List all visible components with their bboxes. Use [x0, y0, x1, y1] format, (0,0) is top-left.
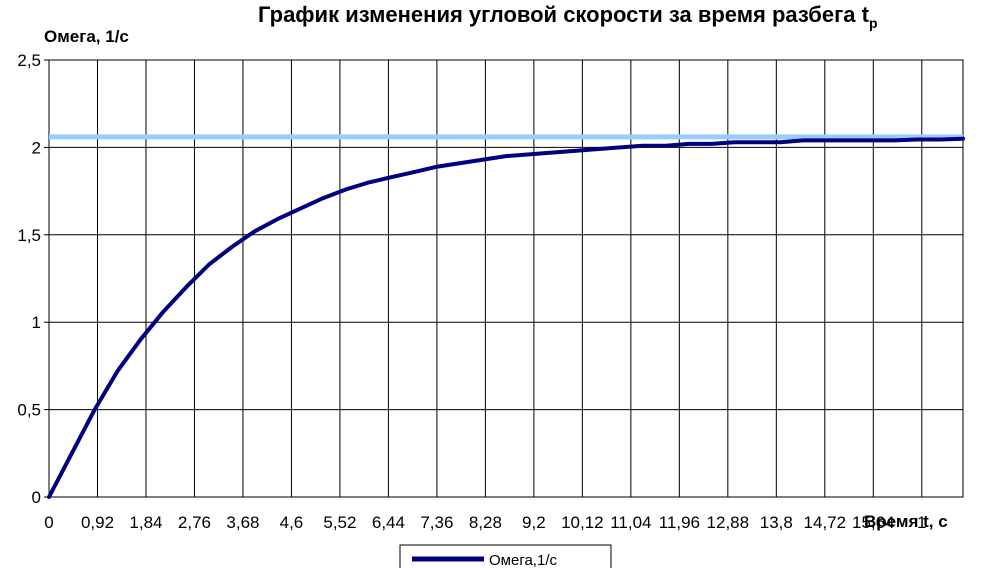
- y-tick-label: 1: [32, 313, 41, 332]
- y-tick-labels: 0 0,5 1 1,5 2 2,5: [17, 51, 41, 507]
- x-tick-label: 0,92: [81, 513, 114, 532]
- x-tick-label: 2,76: [178, 513, 211, 532]
- x-tick-label: 5,52: [323, 513, 356, 532]
- chart-title: График изменения угловой скорости за вре…: [258, 2, 878, 31]
- x-tick-label: 14,72: [804, 513, 847, 532]
- plot-border: [48, 59, 964, 498]
- y-tick-label: 2,5: [17, 51, 41, 70]
- x-tick-label: 11,04: [610, 513, 651, 532]
- legend-box: [399, 544, 612, 568]
- y-tick-label: 0: [32, 488, 41, 507]
- x-axis-title: Время t, с: [864, 512, 948, 531]
- chart-title-subscript: p: [869, 15, 878, 31]
- x-tick-label: 0: [44, 513, 53, 532]
- x-tick-label: 11,96: [659, 513, 700, 532]
- x-tick-label: 10,12: [561, 513, 604, 532]
- y-axis-title: Омега, 1/с: [44, 27, 129, 46]
- x-tick-label: 13,8: [760, 513, 793, 532]
- x-tick-label: 4,6: [280, 513, 304, 532]
- x-tick-labels: 0 0,92 1,84 2,76 3,68 4,6 5,52 6,44 7,36 8,28 9,2 1…: [44, 513, 926, 532]
- plot-area: [47, 134, 965, 499]
- x-tick-label: 3,68: [226, 513, 259, 532]
- x-tick-label: 12,88: [707, 513, 750, 532]
- series-line-0: [47, 136, 965, 499]
- x-tick-label: 9,2: [522, 513, 546, 532]
- y-tick-label: 1,5: [17, 226, 41, 245]
- grid: [44, 59, 964, 498]
- chart-title-main: График изменения угловой скорости за вре…: [258, 2, 870, 27]
- x-tick-label: 6,44: [372, 513, 405, 532]
- x-tick-label: 1,84: [129, 513, 162, 532]
- x-tick-label: 1: [917, 513, 926, 532]
- x-tick-label: 7,36: [420, 513, 453, 532]
- legend-label: Омега,1/с: [489, 552, 557, 568]
- legend: Омега,1/с: [399, 544, 612, 568]
- x-tick-label: 8,28: [469, 513, 502, 532]
- y-tick-label: 2: [32, 138, 41, 157]
- x-tick-label: 15,64: [852, 513, 895, 532]
- y-tick-label: 0,5: [17, 401, 41, 420]
